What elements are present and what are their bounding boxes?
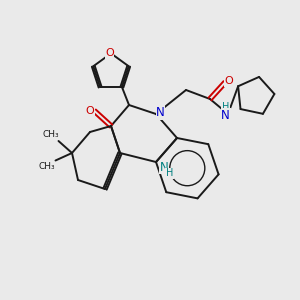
Text: N: N [156, 106, 165, 119]
Text: CH₃: CH₃ [38, 162, 55, 171]
Text: O: O [224, 76, 233, 86]
Text: O: O [85, 106, 94, 116]
Text: N: N [160, 161, 169, 174]
Text: O: O [105, 48, 114, 59]
Text: N: N [221, 109, 230, 122]
Text: H: H [222, 102, 229, 112]
Text: H: H [166, 168, 173, 178]
Text: CH₃: CH₃ [42, 130, 59, 139]
